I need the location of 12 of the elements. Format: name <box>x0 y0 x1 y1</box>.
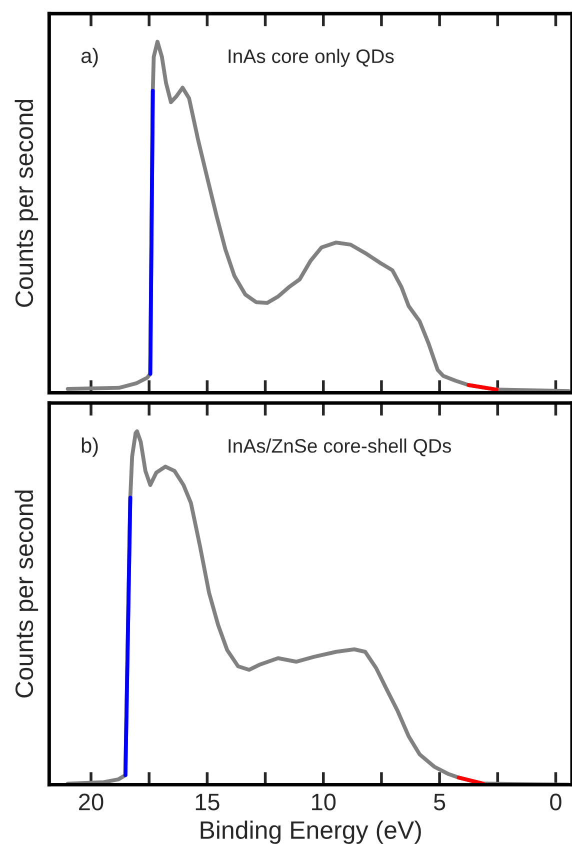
annotation: a) <box>81 48 98 68</box>
y-axis-title: Counts per second <box>14 490 38 698</box>
annotation: InAs/ZnSe core-shell QDs <box>228 438 452 456</box>
annotation: InAs core only QDs <box>228 48 394 67</box>
y-axis-title: Counts per second <box>14 100 38 307</box>
x-tick-label: 15 <box>196 794 220 810</box>
x-tick-label: 5 <box>434 794 446 810</box>
annotation: b) <box>82 438 98 457</box>
x-axis-title: Binding Energy (eV) <box>200 820 421 844</box>
x-tick-label: 20 <box>79 794 104 810</box>
x-tick-label: 0 <box>550 794 562 810</box>
x-tick-label: 10 <box>312 794 336 810</box>
